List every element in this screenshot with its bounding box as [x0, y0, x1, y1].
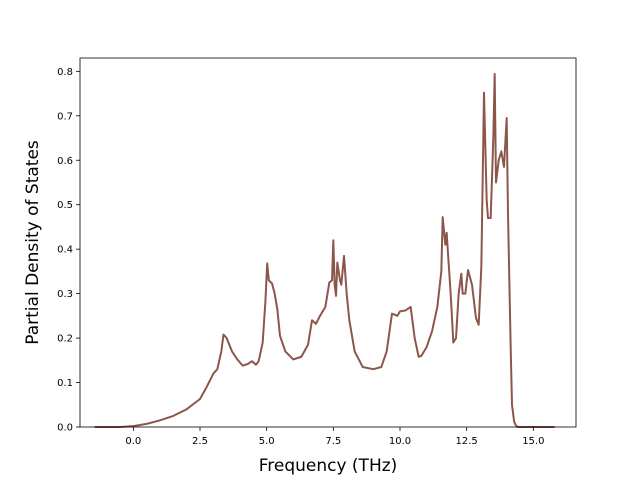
- y-tick-label: 0.7: [57, 111, 73, 122]
- y-tick-label: 0.2: [57, 334, 73, 345]
- y-tick-label: 0.0: [57, 423, 73, 434]
- x-tick-label: 5.0: [259, 436, 275, 447]
- x-axis: 0.0 2.5 5.0 7.5 10.0 12.5 15.0: [125, 427, 544, 447]
- y-tick-label: 0.1: [57, 378, 73, 389]
- y-tick-label: 0.3: [57, 289, 73, 300]
- series-line-0: [94, 73, 555, 428]
- y-tick-label: 0.6: [57, 156, 73, 167]
- plot-frame: [79, 57, 577, 428]
- x-tick-label: 10.0: [389, 436, 411, 447]
- series-layer: [94, 73, 555, 428]
- y-tick-label: 0.5: [57, 200, 73, 211]
- x-axis-label: Frequency (THz): [259, 456, 398, 476]
- x-tick-label: 2.5: [192, 436, 208, 447]
- x-tick-label: 0.0: [125, 436, 141, 447]
- y-tick-label: 0.8: [57, 67, 73, 78]
- x-tick-label: 12.5: [456, 436, 478, 447]
- x-tick-label: 7.5: [325, 436, 341, 447]
- y-axis-label: Partial Density of States: [23, 140, 43, 345]
- y-axis: 0.0 0.1 0.2 0.3 0.4 0.5 0.6 0.7 0.8: [57, 67, 80, 434]
- y-tick-label: 0.4: [57, 245, 73, 256]
- x-tick-label: 15.0: [522, 436, 544, 447]
